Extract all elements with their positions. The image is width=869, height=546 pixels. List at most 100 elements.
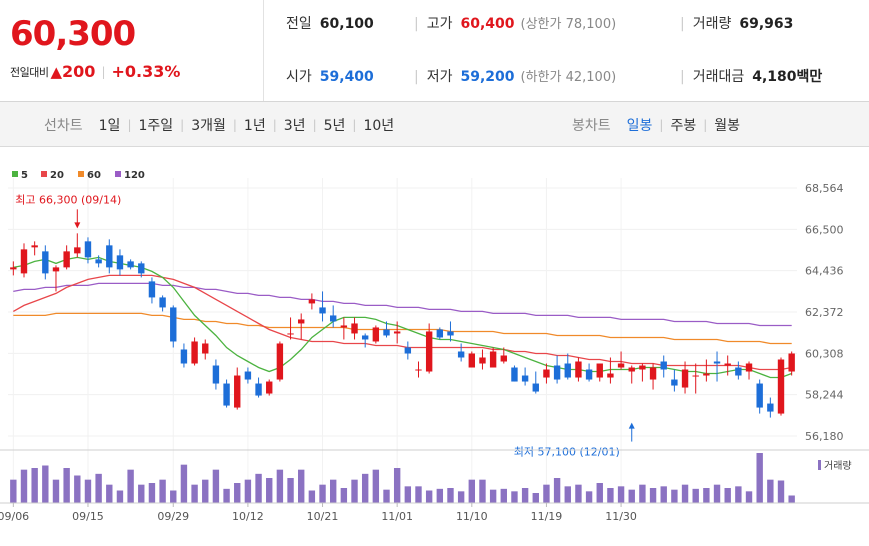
candle-body	[468, 353, 476, 368]
chart-tab-bar: 선차트 1일 | 1주일 | 3개월 | 1년 | 3년 | 5년 | 10년 …	[0, 102, 869, 147]
volume-bar	[457, 491, 465, 503]
candle-body	[767, 403, 774, 412]
candle-body	[617, 363, 625, 368]
stat-value: 60,400	[460, 16, 515, 32]
price-box: 60,300 전일대비 ▲ 200 | +0.33%	[0, 0, 264, 101]
candle-body	[703, 373, 710, 376]
y-tick-label: 60,308	[805, 347, 844, 360]
tab-monthly[interactable]: 월봉	[714, 118, 741, 134]
volume-bar	[703, 488, 710, 503]
candle-body	[543, 369, 550, 378]
candle-body	[255, 383, 262, 396]
volume-bar	[564, 486, 571, 503]
volume-bar	[351, 479, 358, 503]
line-chart-tabs: 선차트 1일 | 1주일 | 3개월 | 1년 | 3년 | 5년 | 10년	[44, 115, 394, 135]
candle-body	[52, 267, 60, 272]
candle-body	[713, 361, 721, 364]
candle-body	[287, 333, 294, 335]
candle-body	[383, 329, 390, 336]
candle-body	[500, 355, 507, 362]
divider: |	[101, 64, 106, 79]
volume-bar	[521, 488, 529, 503]
candle-body	[457, 351, 465, 358]
candle-body	[372, 327, 380, 342]
tab-3y[interactable]: 3년	[283, 118, 306, 134]
candle-body	[596, 363, 603, 378]
volume-bar	[106, 484, 113, 503]
stat-label: 고가	[426, 16, 453, 32]
lower-limit: (하한가 42,100)	[520, 70, 617, 85]
volume-bar	[585, 491, 593, 503]
volume-bar	[692, 488, 699, 503]
x-tick-label: 09/29	[157, 510, 189, 523]
divider: |	[414, 16, 419, 32]
volume-bar	[319, 484, 326, 503]
volume-bar	[671, 489, 678, 503]
tab-1y[interactable]: 1년	[243, 118, 266, 134]
stat-trade-value: | 거래대금 4,180 백만	[680, 66, 822, 86]
stat-value: 69,963	[739, 16, 794, 32]
tab-weekly[interactable]: 주봉	[670, 118, 697, 134]
candle-body	[553, 365, 561, 380]
x-tick-label: 09/15	[72, 510, 104, 523]
volume-bar	[10, 479, 17, 503]
volume-bar	[308, 490, 316, 503]
divider: |	[703, 118, 708, 132]
divider: |	[232, 118, 237, 132]
candle-body	[170, 307, 177, 342]
volume-bar	[148, 483, 156, 503]
candle-body	[489, 351, 497, 368]
price-change: 전일대비 ▲ 200 | +0.33%	[10, 62, 180, 81]
quote-header: 60,300 전일대비 ▲ 200 | +0.33% 전일 60,100 | 고…	[0, 0, 869, 102]
candle-body	[106, 245, 113, 268]
volume-bar	[287, 478, 294, 503]
tab-daily[interactable]: 일봉	[626, 118, 653, 134]
volume-bar	[329, 479, 337, 503]
candle-body	[361, 335, 369, 340]
volume-bar	[415, 486, 422, 503]
y-tick-label: 64,436	[805, 265, 844, 278]
tab-1d[interactable]: 1일	[98, 118, 121, 134]
volume-bar	[735, 486, 742, 503]
volume-bar	[607, 488, 614, 503]
candle-body	[575, 361, 582, 378]
candle-body	[319, 307, 326, 314]
volume-bar	[767, 479, 774, 503]
stat-label: 거래량	[692, 16, 732, 32]
volume-bar	[596, 483, 603, 503]
candle-body	[116, 255, 124, 270]
legend-label: 60	[87, 170, 101, 181]
y-tick-label: 68,564	[805, 182, 844, 195]
moving-average-ma60	[13, 312, 792, 345]
tab-5y[interactable]: 5년	[323, 118, 346, 134]
min-price-annotation: 최저 57,100 (12/01)	[514, 446, 620, 459]
legend-label: 5	[21, 170, 28, 181]
volume-bar	[372, 469, 380, 503]
candle-body	[788, 353, 795, 372]
candle-body	[564, 363, 571, 378]
stat-value: 59,400	[319, 69, 374, 85]
legend-label: 120	[124, 170, 145, 181]
volume-bar	[223, 488, 230, 503]
candle-body	[202, 343, 209, 354]
tab-1w[interactable]: 1주일	[138, 118, 174, 134]
line-chart-title: 선차트	[44, 118, 83, 134]
stat-open: 시가 59,400	[286, 66, 374, 86]
volume-bar	[42, 465, 49, 503]
tab-3m[interactable]: 3개월	[191, 118, 226, 134]
candle-body	[340, 325, 348, 328]
change-label: 전일대비	[10, 65, 49, 79]
candle-body	[639, 365, 646, 370]
x-tick-label: 10/12	[232, 510, 264, 523]
candle-body	[20, 249, 28, 274]
legend-swatch	[12, 171, 18, 177]
volume-bar	[639, 484, 646, 503]
volume-bar	[468, 479, 476, 503]
tab-10y[interactable]: 10년	[363, 118, 395, 134]
volume-bar	[255, 473, 262, 503]
candle-body	[244, 371, 252, 380]
volume-legend-swatch	[818, 460, 821, 470]
candle-body	[607, 373, 614, 378]
divider: |	[680, 16, 685, 32]
candle-body	[671, 379, 678, 386]
